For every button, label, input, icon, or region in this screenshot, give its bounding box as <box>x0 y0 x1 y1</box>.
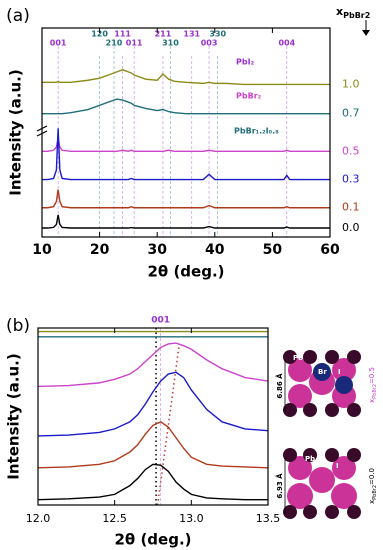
series-line <box>42 128 330 181</box>
peak-label: 210 <box>106 39 123 48</box>
y-axis-label: Intensity (a.u.) <box>5 353 23 479</box>
series-label: 0.3 <box>342 173 360 186</box>
atom-label: Pb <box>305 455 315 463</box>
series-line <box>37 371 269 437</box>
x-tick-label: 12.5 <box>102 512 127 525</box>
peak-label: 131 <box>183 30 200 39</box>
composition-x: x <box>368 399 376 403</box>
series-line <box>37 421 269 469</box>
composition-sub: PbBr2 <box>372 485 378 500</box>
atom-label: I <box>336 462 339 470</box>
series-line <box>42 189 330 209</box>
peak-label: 330 <box>209 30 226 39</box>
series-label: 1.0 <box>342 77 360 90</box>
panel-label: (b) <box>6 316 30 336</box>
series-label: 0.0 <box>342 221 360 234</box>
series-line <box>42 138 330 153</box>
composition-label: xPbBr2=0.0 <box>368 468 378 504</box>
peak-label: 310 <box>162 39 179 48</box>
peak-label: 111 <box>114 30 131 39</box>
series-line <box>42 69 330 86</box>
peak-label: 004 <box>278 39 295 48</box>
x-tick-label: 60 <box>320 242 340 258</box>
structure-top <box>283 350 361 417</box>
x-axis-label: 2θ (deg.) <box>147 263 224 281</box>
peak-label: 003 <box>201 39 218 48</box>
legend-title-sub: PbBr2 <box>343 11 370 20</box>
structure-bottom <box>283 448 361 519</box>
legend-title: xPbBr2 <box>336 5 370 20</box>
series-line <box>42 214 330 229</box>
spacing-label: 6.93 Å <box>275 473 284 499</box>
series-label: 0.1 <box>342 201 360 214</box>
spacing-label: 6.86 Å <box>275 373 284 399</box>
composition-sub: PbBr2 <box>372 384 378 399</box>
x-tick-label: 12.0 <box>26 512 51 525</box>
composition-x: x <box>368 500 376 504</box>
series-label: 0.7 <box>342 107 360 120</box>
atom-label: Pb <box>293 354 303 362</box>
x-tick-label: 13.0 <box>179 512 204 525</box>
annotation: PbBr₁.₂I₀.₈ <box>234 127 279 136</box>
annotation: PbBr₂ <box>236 92 262 101</box>
x-tick-label: 30 <box>147 242 167 258</box>
plot-frame <box>41 27 331 238</box>
x-axis-label: 2θ (deg.) <box>114 531 191 549</box>
x-tick-label: 10 <box>32 242 52 258</box>
y-axis-label: Intensity (a.u.) <box>7 69 25 195</box>
panel-label: (a) <box>6 6 30 26</box>
series-line <box>37 342 269 388</box>
composition-value: =0.5 <box>368 367 376 384</box>
series-line <box>42 98 330 115</box>
composition-label: xPbBr2=0.5 <box>368 367 378 403</box>
peak-label: 211 <box>155 30 172 39</box>
composition-value: =0.0 <box>368 468 376 485</box>
x-tick-label: 13.5 <box>256 512 281 525</box>
plot-frame <box>37 327 269 506</box>
atom-label: I <box>338 368 341 376</box>
x-tick-label: 20 <box>90 242 110 258</box>
peak-label: 011 <box>126 39 143 48</box>
series-label: 0.5 <box>342 144 360 157</box>
legend-arrowhead <box>362 30 370 36</box>
legend-title-x: x <box>336 5 343 18</box>
x-tick-label: 40 <box>205 242 225 258</box>
peak-label: 120 <box>91 30 108 39</box>
peak-label: 001 <box>50 39 67 48</box>
peak-label: 001 <box>151 316 170 326</box>
x-tick-label: 50 <box>263 242 283 258</box>
annotation: PbI₂ <box>236 58 255 67</box>
series-line <box>37 463 268 501</box>
atom-label: Br <box>318 368 327 376</box>
